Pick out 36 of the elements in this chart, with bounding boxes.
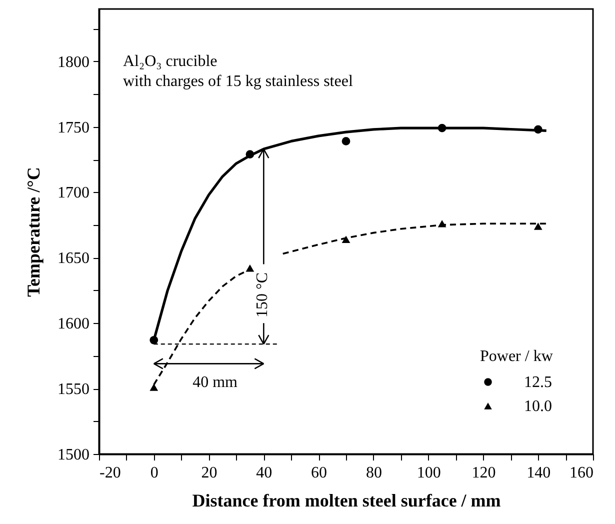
legend-label: 10.0 <box>524 398 552 415</box>
legend-label: 12.5 <box>524 374 552 391</box>
point <box>150 336 158 344</box>
annotation: 40 mm <box>192 374 238 391</box>
x-tick-label: 100 <box>416 464 441 482</box>
annotation: with charges of 15 kg stainless steel <box>123 73 354 90</box>
x-tick-label: 160 <box>570 464 594 482</box>
x-tick-label: 20 <box>201 464 218 482</box>
y-tick-label: 1550 <box>58 381 90 398</box>
annotation: 150 °C <box>254 272 271 318</box>
point <box>534 222 542 230</box>
y-tick-label: 1700 <box>58 184 90 202</box>
legend-title: Power / kw <box>480 348 554 365</box>
y-tick-label: 1500 <box>58 446 90 464</box>
x-tick-label: 80 <box>366 464 382 482</box>
annotation: Al₂O₃ crucible <box>123 53 218 70</box>
x-tick-label: -20 <box>100 464 121 482</box>
y-tick-label: 1750 <box>58 119 90 136</box>
point <box>342 137 350 146</box>
point <box>246 150 254 158</box>
x-tick-label: 40 <box>256 464 272 482</box>
x-tick-label: 60 <box>311 464 328 482</box>
point <box>342 236 350 243</box>
y-axis-title: Temperature /°C <box>24 167 44 297</box>
point <box>246 264 254 272</box>
y-tick-label: 1800 <box>58 54 90 71</box>
point <box>438 220 446 228</box>
x-axis-title: Distance from molten steel surface / mm <box>192 490 501 510</box>
x-tick-label: 120 <box>472 464 496 482</box>
y-tick-label: 1650 <box>58 250 90 268</box>
y-tick-label: 1600 <box>58 316 90 333</box>
point <box>438 124 446 132</box>
x-tick-label: 0 <box>150 464 158 482</box>
x-tick-label: 140 <box>526 464 551 482</box>
point <box>534 125 542 134</box>
point <box>150 384 158 391</box>
